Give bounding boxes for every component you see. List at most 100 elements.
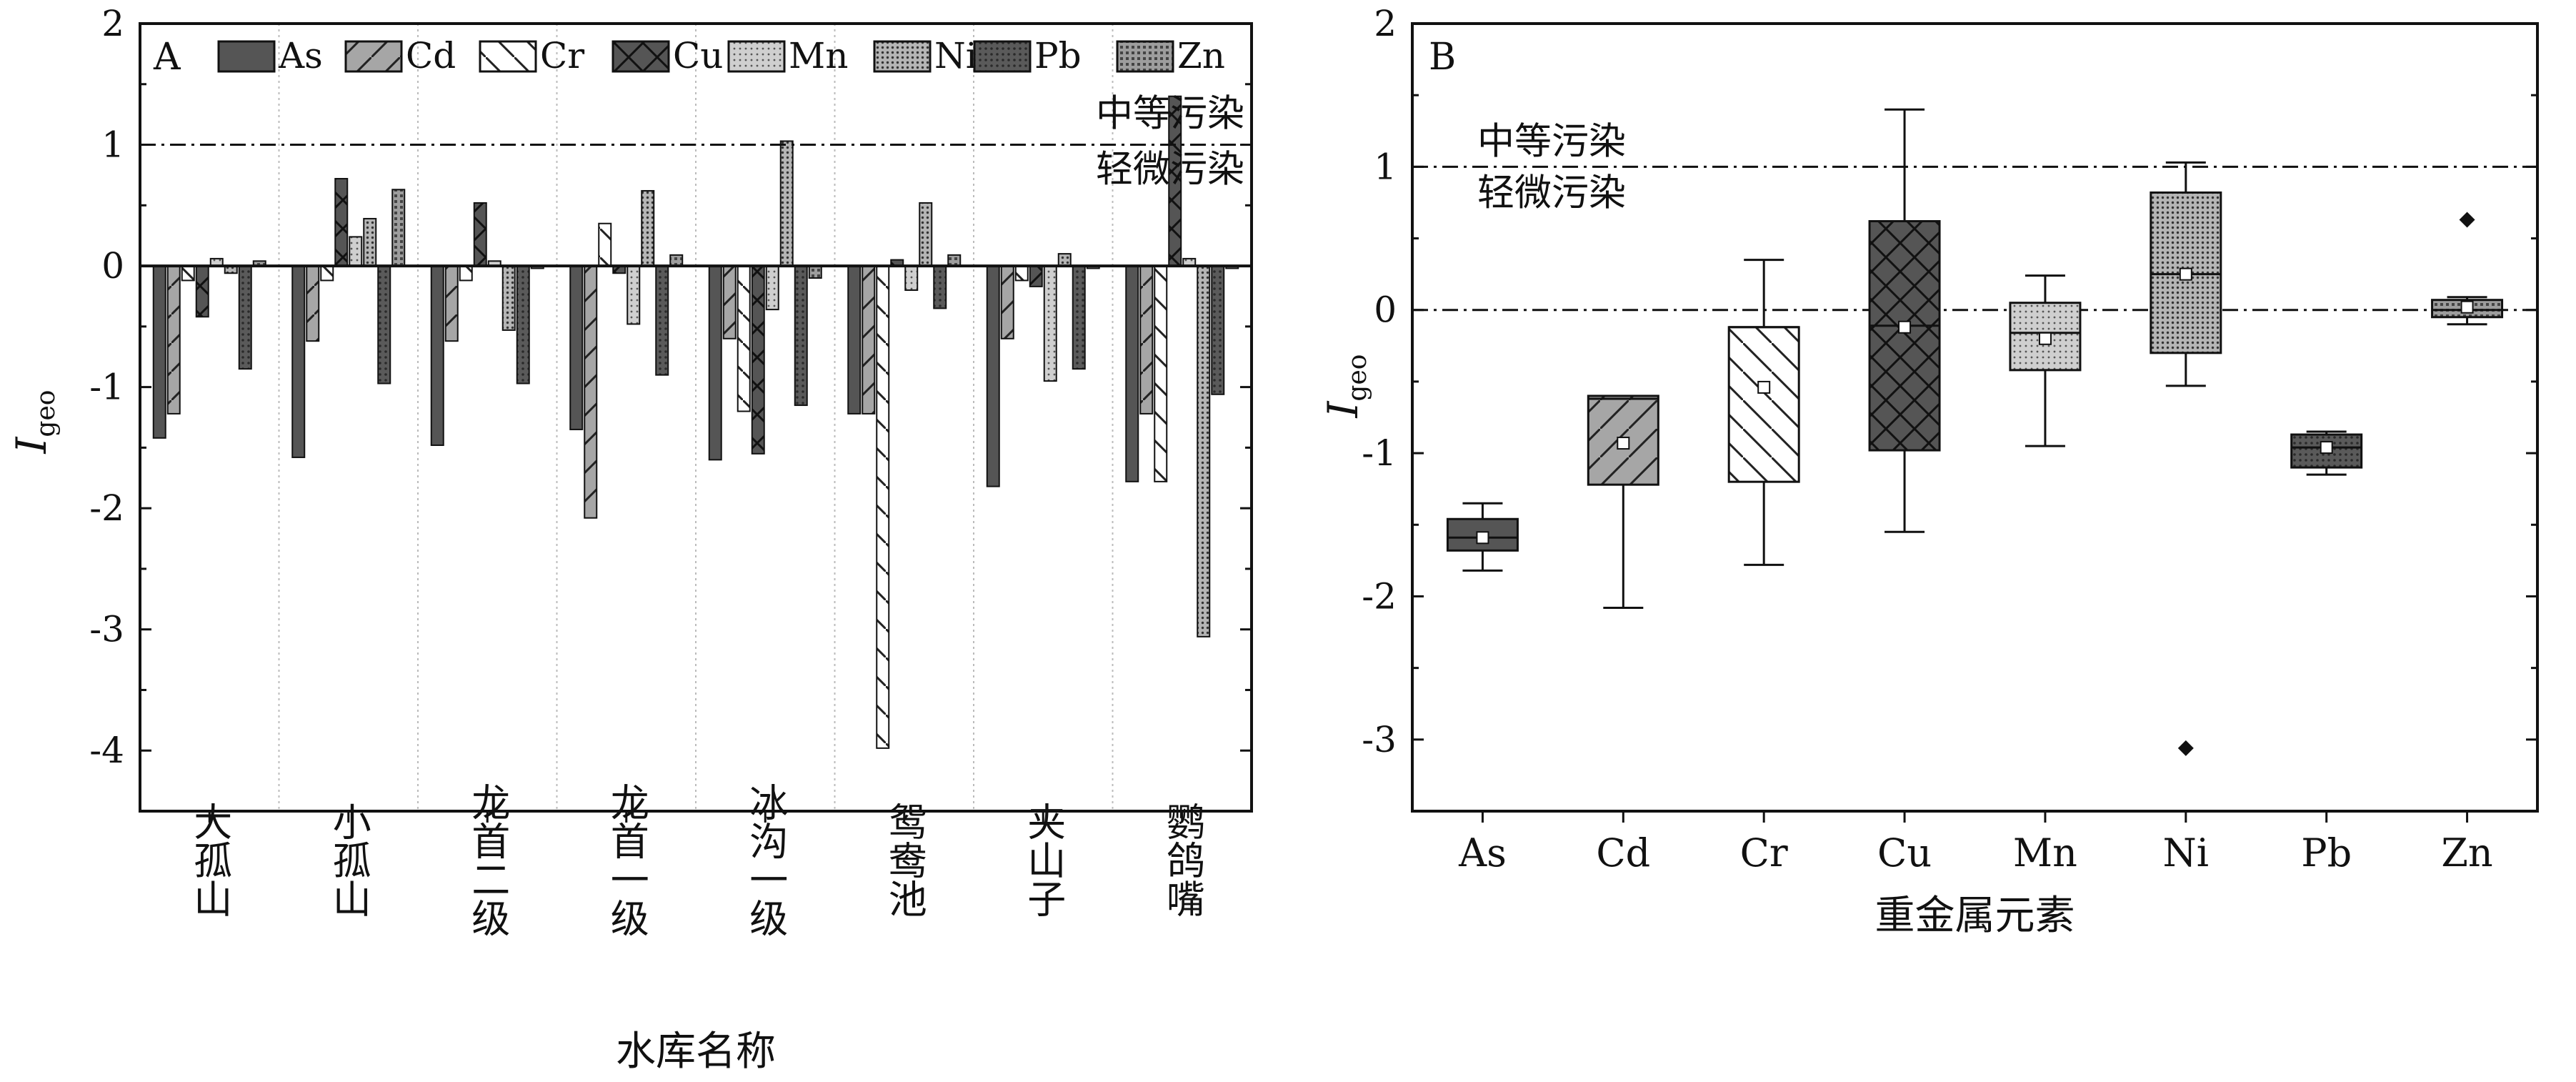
- legend-swatch-cr: [479, 40, 537, 73]
- mean-marker: [1617, 437, 1630, 450]
- bar-cd: [166, 265, 181, 415]
- bar-pb: [238, 265, 252, 370]
- bar-mn: [626, 265, 641, 325]
- plot-frame: [1411, 22, 2539, 813]
- bar-as: [430, 265, 444, 446]
- y-axis-title-main: I: [7, 436, 56, 454]
- mean-marker: [1898, 320, 1912, 334]
- mean-marker: [1757, 380, 1771, 394]
- bar-cd: [722, 265, 737, 339]
- x-category-label: Cd: [1596, 830, 1650, 875]
- bar-pb: [1211, 265, 1225, 395]
- bar-cu: [473, 202, 487, 267]
- legend-label-cr: Cr: [540, 35, 584, 76]
- bar-pb: [377, 265, 391, 384]
- y-axis-title-sub: geo: [1343, 354, 1372, 402]
- mean-marker: [2320, 441, 2333, 455]
- legend-label-as: As: [278, 35, 323, 76]
- y-tick-label: -4: [89, 730, 124, 771]
- plot-frame: [139, 22, 1253, 813]
- bar-ni: [641, 189, 655, 267]
- bar-zn: [669, 254, 684, 267]
- y-tick-label: -2: [1362, 575, 1397, 617]
- x-category-label: 大孤山: [187, 802, 232, 918]
- bar-cr: [1154, 265, 1168, 482]
- bar-as: [291, 265, 306, 458]
- bar-cd: [862, 265, 876, 415]
- x-category-label: 夹山子: [1021, 802, 1066, 918]
- mean-marker: [2179, 267, 2192, 281]
- x-category-label: Ni: [2163, 830, 2210, 875]
- y-tick-label: 0: [1374, 289, 1397, 331]
- x-category-label: As: [1458, 830, 1507, 875]
- y-tick-label: 2: [1374, 3, 1397, 44]
- legend-swatch-pb: [973, 40, 1032, 73]
- x-category-label: 龙首一级: [604, 783, 649, 937]
- y-axis-title-main: I: [1319, 400, 1367, 418]
- x-category-label: Zn: [2441, 830, 2492, 875]
- bar-ni: [501, 265, 516, 331]
- bar-as: [152, 265, 166, 439]
- panel-letter: A: [153, 36, 181, 79]
- legend-label-cd: Cd: [406, 35, 456, 76]
- y-axis-title: Igeo: [1319, 354, 1372, 419]
- bar-cu: [334, 178, 349, 267]
- mean-marker: [2038, 332, 2052, 345]
- bar-cd: [1000, 265, 1014, 339]
- bar-cu: [1029, 265, 1043, 287]
- moderate-pollution-label: 中等污染: [1477, 120, 1626, 163]
- bar-cr: [737, 265, 751, 412]
- x-category-label: 鸳鸯池: [882, 802, 927, 918]
- bar-zn: [947, 254, 962, 267]
- x-category-label: 小孤山: [326, 802, 371, 918]
- bar-cu: [195, 265, 209, 318]
- y-axis-title-sub: geo: [31, 390, 61, 437]
- bar-zn: [391, 189, 406, 267]
- legend-swatch-ni: [873, 40, 932, 73]
- bar-ni: [779, 140, 794, 267]
- legend-swatch-mn: [727, 40, 786, 73]
- legend-label-cu: Cu: [673, 35, 723, 76]
- x-axis-title: 水库名称: [616, 1028, 776, 1075]
- bar-as: [986, 265, 1000, 487]
- x-category-label: 冰沟一级: [743, 783, 788, 937]
- outlier-point: [2177, 740, 2194, 756]
- moderate-pollution-label: 中等污染: [1096, 93, 1244, 136]
- bar-ni: [919, 202, 933, 267]
- outlier-point: [2459, 212, 2475, 228]
- y-tick-label: -3: [1362, 719, 1397, 760]
- legend-label-mn: Mn: [789, 35, 848, 76]
- bar-as: [1125, 265, 1139, 482]
- bar-as: [847, 265, 862, 415]
- y-tick-label: -2: [89, 487, 124, 529]
- bar-ni: [1197, 265, 1211, 637]
- y-axis-title: Igeo: [7, 390, 61, 455]
- mean-marker: [1476, 531, 1489, 545]
- bar-cr: [598, 222, 612, 267]
- bar-as: [708, 265, 722, 461]
- legend-swatch-as: [217, 40, 276, 73]
- bar-cu: [751, 265, 765, 455]
- bar-pb: [933, 265, 947, 309]
- bar-mn: [349, 236, 363, 267]
- slight-pollution-label: 轻微污染: [1477, 172, 1626, 214]
- x-category-label: Cr: [1740, 830, 1788, 875]
- bar-cd: [1139, 265, 1154, 415]
- x-category-label: Pb: [2301, 830, 2352, 875]
- mean-marker: [2460, 300, 2474, 314]
- bar-pb: [516, 265, 530, 384]
- bar-cr: [1014, 265, 1029, 282]
- y-tick-label: 0: [101, 245, 124, 287]
- legend-label-zn: Zn: [1177, 35, 1225, 76]
- y-tick-label: -1: [89, 367, 124, 408]
- bar-mn: [904, 265, 919, 291]
- bar-mn: [1043, 265, 1057, 382]
- bar-cd: [306, 265, 320, 342]
- panel-letter: B: [1429, 36, 1456, 79]
- y-tick-label: 1: [101, 124, 124, 166]
- bar-cd: [444, 265, 459, 342]
- legend-label-pb: Pb: [1034, 35, 1082, 76]
